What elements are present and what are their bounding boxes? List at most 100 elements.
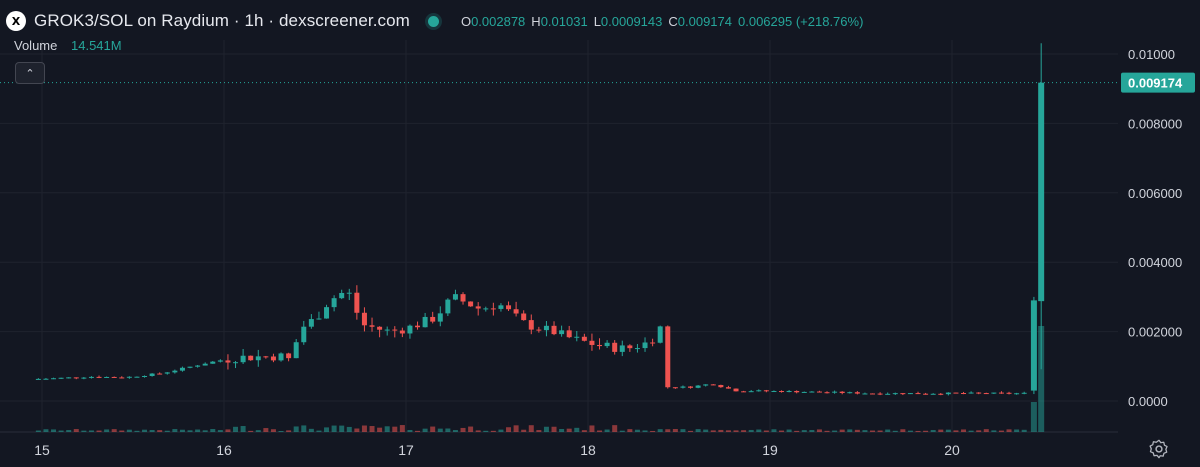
- candle-body: [657, 326, 663, 343]
- volume-bar: [202, 430, 208, 432]
- collapse-button[interactable]: ⌃: [15, 62, 45, 84]
- ohlc-item: H0.01031: [531, 14, 587, 29]
- volume-bar: [536, 430, 542, 432]
- candle-body: [142, 376, 148, 378]
- candle-body: [642, 342, 648, 349]
- candle-body: [422, 316, 428, 328]
- volume-value: 14.541M: [71, 38, 122, 53]
- volume-bars: [35, 326, 1045, 432]
- volume-bar: [589, 425, 595, 432]
- volume-bar: [210, 429, 216, 432]
- volume-bar: [324, 427, 330, 432]
- candle-body: [589, 340, 595, 345]
- price-tick-label: 0.0000: [1128, 394, 1168, 409]
- volume-legend: Volume 14.541M: [14, 38, 122, 53]
- volume-bar: [657, 429, 663, 432]
- ohlc-value: 0.002878: [471, 13, 526, 29]
- candle-body: [650, 342, 656, 344]
- ohlc-value: 0.009174: [677, 13, 732, 29]
- volume-bar: [953, 430, 959, 432]
- volume-bar: [794, 430, 800, 432]
- volume-bar: [1030, 402, 1037, 432]
- candle-body: [263, 356, 269, 358]
- volume-bar: [581, 430, 587, 432]
- ohlc-key: H: [531, 13, 541, 29]
- candle-body: [991, 392, 997, 394]
- candle-body: [346, 292, 352, 294]
- candle-body: [248, 355, 254, 361]
- candle-body: [718, 385, 724, 388]
- volume-bar: [907, 430, 913, 432]
- candle-body: [407, 325, 413, 334]
- candle-body: [202, 363, 208, 366]
- volume-bar: [377, 427, 383, 432]
- volume-bar: [650, 430, 656, 432]
- ohlc-values: O0.002878 H0.01031 L0.0009143 C0.009174 0.00…: [461, 14, 863, 29]
- volume-bar: [930, 430, 936, 432]
- volume-bar: [968, 430, 974, 432]
- candle-body: [877, 393, 883, 395]
- volume-bar: [81, 430, 87, 432]
- volume-bar: [703, 429, 709, 432]
- candle-body: [157, 373, 163, 375]
- candle-body: [111, 376, 117, 378]
- candle-body: [270, 356, 276, 361]
- volume-bar: [680, 429, 686, 432]
- volume-bar: [407, 429, 413, 432]
- candle-body: [51, 378, 57, 380]
- volume-bar: [634, 429, 640, 432]
- volume-bar: [43, 429, 49, 432]
- volume-bar: [66, 430, 72, 432]
- volume-bar: [612, 425, 618, 432]
- candle-body: [331, 298, 337, 308]
- volume-bar: [915, 430, 921, 432]
- ohlc-value: 0.0009143: [600, 13, 663, 29]
- volume-bar: [468, 426, 474, 432]
- candle-body: [278, 353, 284, 361]
- volume-bar: [134, 430, 140, 432]
- market-status-dot: [427, 15, 439, 27]
- volume-bar: [490, 430, 496, 432]
- volume-bar: [786, 429, 792, 432]
- candle-body: [179, 367, 185, 371]
- volume-bar: [710, 430, 716, 432]
- candle-body: [240, 355, 246, 363]
- candle-body: [574, 336, 580, 338]
- candle-body: [255, 356, 261, 361]
- volume-bar: [164, 430, 170, 432]
- volume-bar: [839, 429, 845, 432]
- volume-bar: [688, 430, 694, 432]
- gear-icon[interactable]: [1148, 438, 1170, 460]
- ohlc-key: O: [460, 13, 472, 29]
- volume-bar: [240, 426, 246, 432]
- volume-bar: [346, 426, 352, 432]
- volume-bar: [718, 429, 724, 432]
- candle-body: [286, 353, 292, 359]
- volume-bar: [847, 429, 853, 432]
- candle-body: [688, 386, 694, 388]
- candle-body: [1030, 300, 1037, 391]
- volume-bar: [445, 428, 451, 432]
- candle-body: [66, 377, 72, 379]
- volume-bar: [301, 425, 307, 432]
- candle-body: [779, 391, 785, 393]
- candle-body: [324, 307, 330, 319]
- volume-bar: [422, 428, 428, 432]
- volume-bar: [892, 430, 898, 432]
- candle-body: [809, 391, 815, 393]
- candle-body: [771, 391, 777, 393]
- volume-bar: [58, 430, 64, 432]
- volume-bar: [460, 427, 466, 432]
- volume-bar: [119, 430, 125, 432]
- volume-bar: [748, 429, 754, 432]
- price-tick-label: 0.002000: [1128, 325, 1182, 340]
- volume-bar: [437, 428, 443, 432]
- candle-body: [104, 376, 110, 378]
- candle-body: [88, 376, 94, 378]
- volume-bar: [452, 430, 458, 432]
- candle-body: [612, 342, 618, 352]
- candle-body: [35, 378, 41, 380]
- candle-body: [210, 361, 216, 364]
- pair-title: GROK3/SOL on Raydium · 1h · dexscreener.…: [34, 11, 410, 30]
